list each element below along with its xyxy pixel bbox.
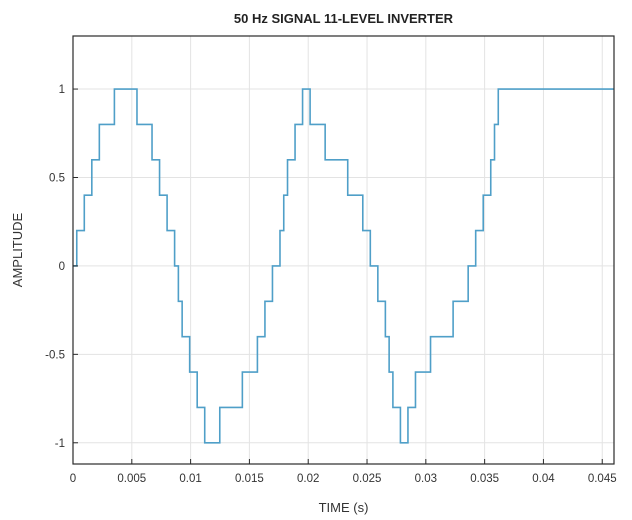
ticks: 0 0.005 0.01 0.015 0.02 0.025 0.03 0.035 0.04 0.0… [45, 84, 616, 485]
x-tick-label: 0.005 [117, 473, 146, 485]
y-tick-label: 0 [59, 261, 65, 273]
y-tick-label: 1 [59, 84, 65, 96]
plot-frame [72, 35, 615, 465]
x-tick-label: 0 [70, 473, 76, 485]
series-line [73, 88, 614, 444]
y-tick-label: -0.5 [45, 349, 65, 361]
series-layer [73, 88, 614, 444]
x-tick-label: 0.025 [353, 473, 382, 485]
x-tick-label: 0.035 [470, 473, 499, 485]
grid [72, 36, 614, 464]
plot-area [73, 36, 614, 464]
x-axis-label: TIME (s) [319, 500, 369, 515]
y-axis-label: AMPLITUDE [10, 212, 25, 287]
x-tick-label: 0.015 [235, 473, 264, 485]
x-tick-label: 0.03 [415, 473, 437, 485]
x-tick-label: 0.04 [532, 473, 555, 485]
x-tick-label: 0.01 [179, 473, 201, 485]
y-tick-label: -1 [55, 438, 65, 450]
chart-title: 50 Hz SIGNAL 11-LEVEL INVERTER [234, 11, 454, 26]
y-tick-label: 0.5 [49, 172, 65, 184]
x-tick-label: 0.045 [588, 473, 617, 485]
x-tick-label: 0.02 [297, 473, 319, 485]
